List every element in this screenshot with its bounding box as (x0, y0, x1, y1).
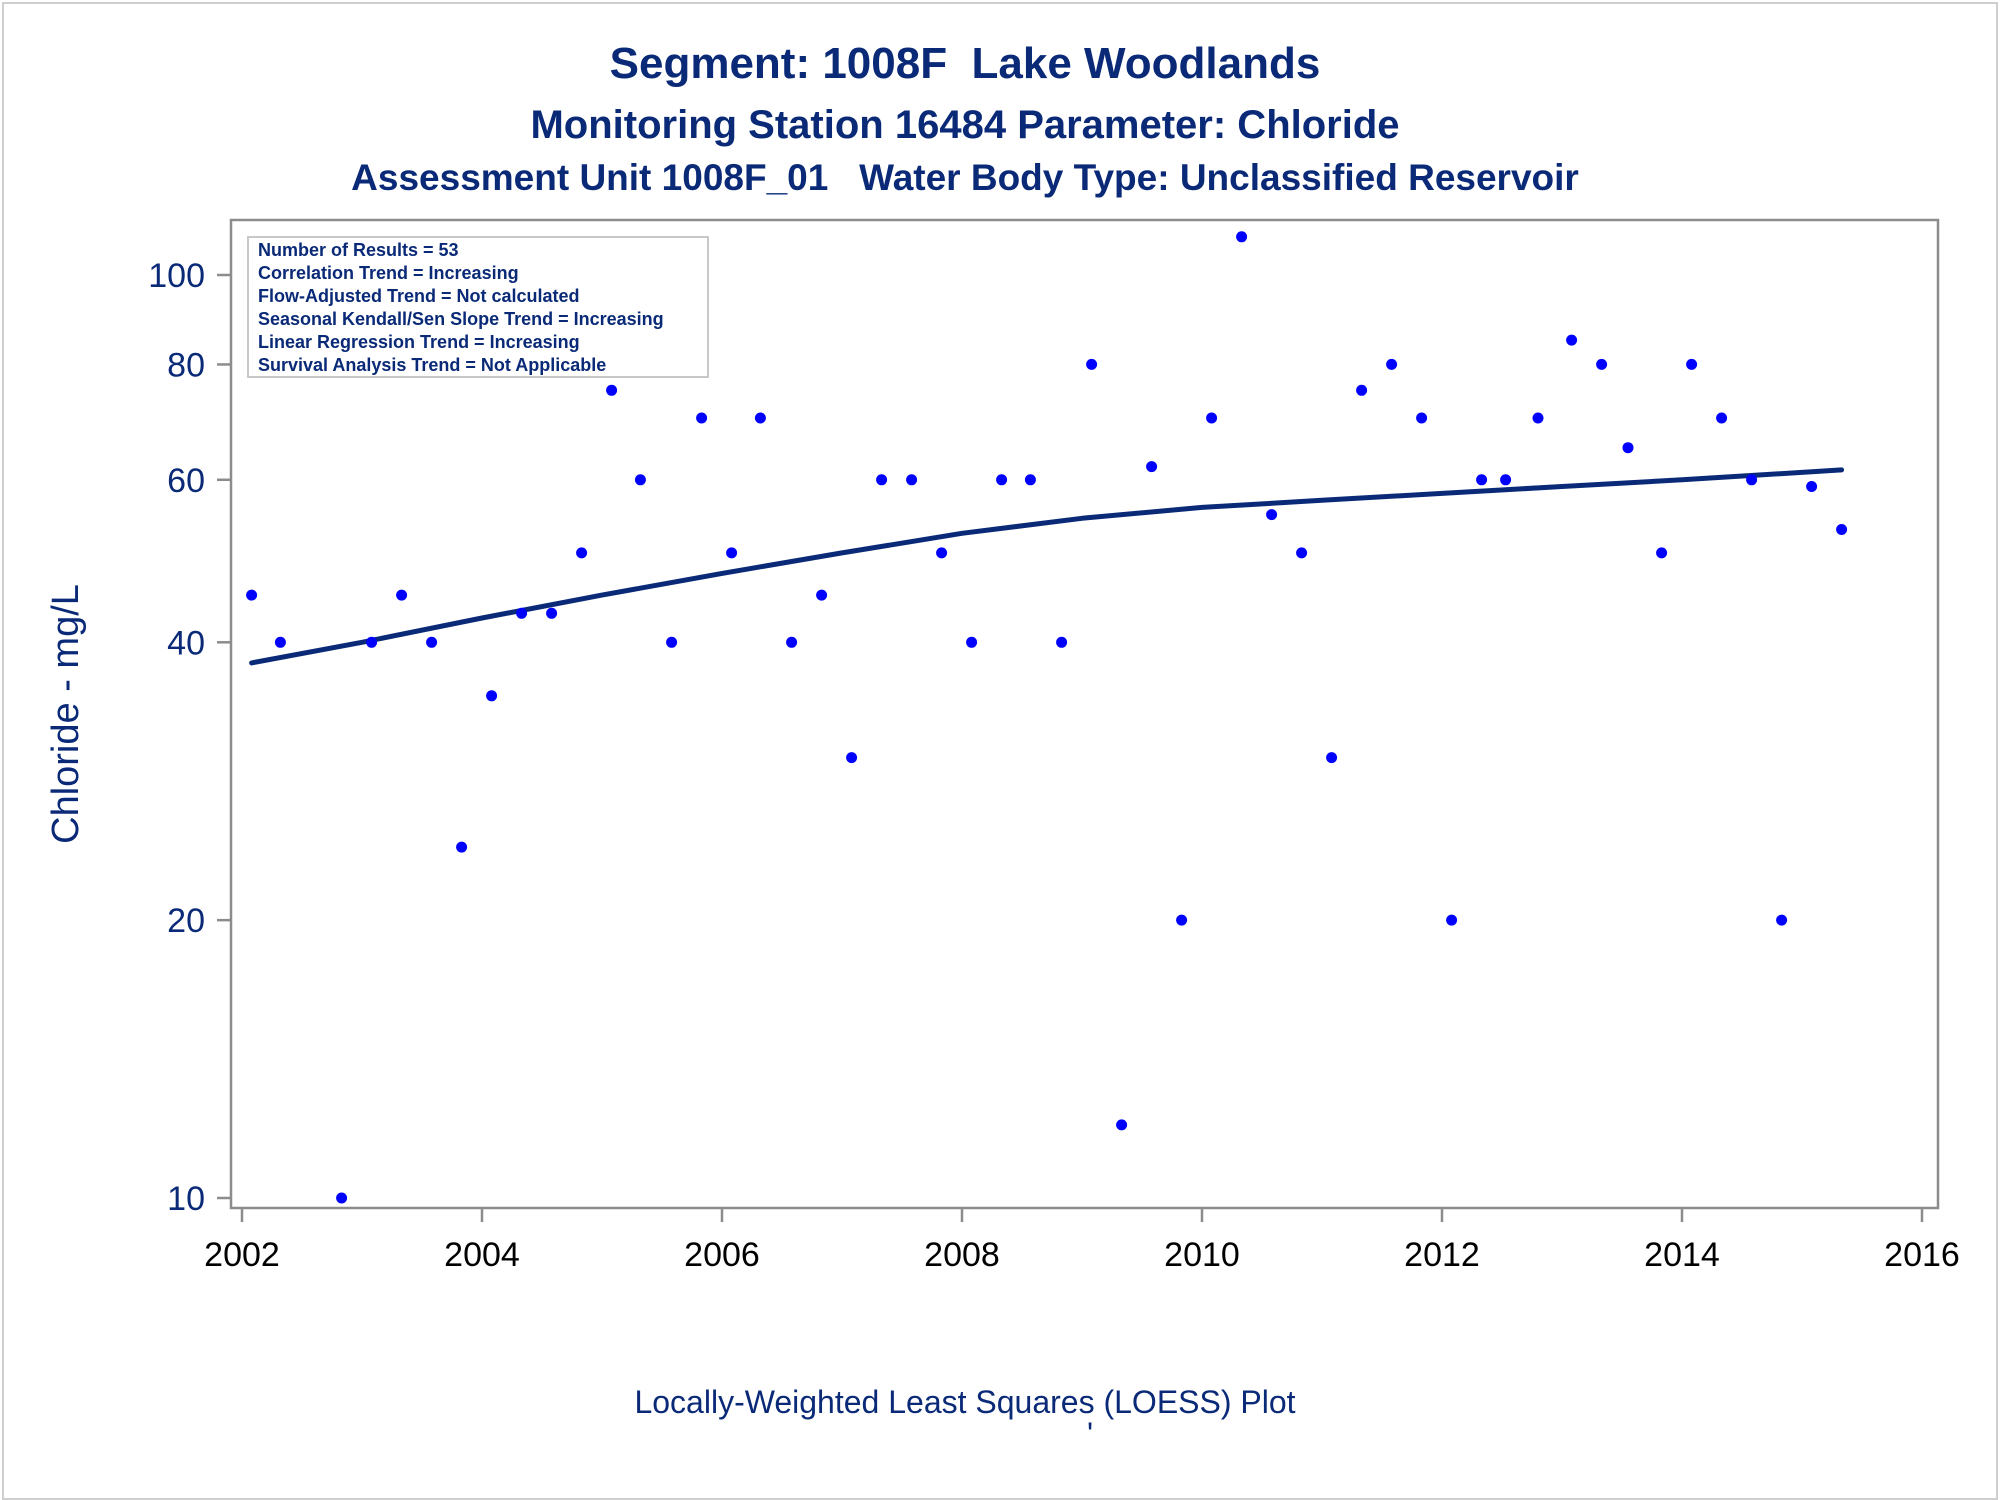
stats-line: Flow-Adjusted Trend = Not calculated (258, 286, 580, 306)
data-point (576, 547, 588, 559)
data-point (486, 690, 498, 702)
data-point (1746, 474, 1758, 486)
data-point (666, 636, 678, 648)
data-point (1806, 481, 1818, 492)
footnote: Locally-Weighted Least Squares (LOESS) P… (634, 1384, 1295, 1420)
data-point (426, 636, 438, 648)
stats-line: Number of Results = 53 (258, 240, 459, 260)
data-point (846, 752, 858, 764)
data-point (456, 841, 468, 853)
data-point (336, 1192, 348, 1204)
data-point (1326, 752, 1338, 764)
data-point (1622, 442, 1634, 454)
data-point (1296, 547, 1308, 559)
stats-line: Linear Regression Trend = Increasing (258, 332, 580, 352)
data-point (1476, 474, 1488, 486)
data-point (1056, 636, 1068, 648)
data-point (1532, 412, 1544, 424)
data-point (786, 636, 798, 648)
footnote-mark: ' (1087, 1416, 1093, 1452)
data-point (996, 474, 1008, 486)
data-point (274, 636, 286, 648)
data-point (516, 607, 528, 619)
stats-box: Number of Results = 53 Correlation Trend … (247, 236, 709, 378)
y-tick-label: 10 (167, 1180, 205, 1218)
data-point (1086, 358, 1098, 370)
data-point (1596, 358, 1608, 370)
data-point (1024, 474, 1036, 486)
data-point (1116, 1119, 1128, 1131)
data-point (1146, 461, 1158, 473)
data-point (1500, 474, 1512, 486)
data-point (966, 636, 978, 648)
x-tick-label: 2014 (1644, 1236, 1720, 1274)
data-point (816, 589, 828, 601)
data-point (1836, 524, 1848, 535)
x-tick-label: 2008 (924, 1236, 1000, 1274)
data-point (726, 547, 738, 559)
data-point (1386, 358, 1398, 370)
data-point (1446, 914, 1458, 926)
stats-box-border (247, 236, 709, 378)
data-point (696, 412, 708, 424)
stats-line: Seasonal Kendall/Sen Slope Trend = Incre… (258, 309, 664, 329)
y-axis-title: Chloride - mg/L (45, 584, 87, 844)
data-point (1566, 334, 1578, 346)
stats-line: Correlation Trend = Increasing (258, 263, 519, 283)
y-tick-label: 60 (167, 462, 205, 500)
data-point (546, 607, 558, 619)
data-point (1686, 358, 1698, 370)
data-point (754, 412, 766, 424)
data-point (876, 474, 888, 486)
data-point (606, 384, 618, 396)
data-point (246, 589, 258, 601)
data-point (1776, 914, 1788, 926)
data-point (906, 474, 918, 486)
data-point (366, 636, 378, 648)
loess-layer (249, 467, 1845, 666)
stats-line: Survival Analysis Trend = Not Applicable (258, 355, 606, 375)
x-tick-label: 2010 (1164, 1236, 1240, 1274)
x-tick-label: 2006 (684, 1236, 760, 1274)
x-tick-label: 2004 (444, 1236, 520, 1274)
data-point (1656, 547, 1668, 559)
data-point (1716, 412, 1728, 424)
loess-line (249, 467, 1845, 666)
data-point (396, 589, 408, 601)
chart-subtitle: Monitoring Station 16484 Parameter: Chlo… (530, 103, 1399, 147)
data-point (1356, 384, 1368, 396)
data-point (634, 474, 646, 486)
chart-subtitle-2: Assessment Unit 1008F_01 Water Body Type… (351, 157, 1579, 198)
y-tick-label: 80 (167, 346, 205, 384)
y-tick-label: 40 (167, 624, 205, 662)
data-point (936, 547, 948, 559)
data-point (1416, 412, 1428, 424)
chart-title: Segment: 1008F Lake Woodlands (610, 39, 1321, 88)
data-point (1176, 914, 1188, 926)
x-tick-label: 2012 (1404, 1236, 1480, 1274)
x-tick-label: 2016 (1884, 1236, 1960, 1274)
x-axis: 2002 2004 2006 2008 2010 2012 2014 2016 (204, 1208, 1960, 1274)
data-point (1206, 412, 1218, 424)
points-layer (246, 231, 1848, 1204)
data-point (1266, 509, 1278, 521)
x-tick-label: 2002 (204, 1236, 280, 1274)
y-tick-label: 20 (167, 902, 205, 940)
plot-area (229, 218, 1940, 1210)
y-axis: 10 20 40 60 80 100 (148, 257, 231, 1218)
data-point (1236, 231, 1248, 243)
y-tick-label: 100 (148, 257, 205, 295)
